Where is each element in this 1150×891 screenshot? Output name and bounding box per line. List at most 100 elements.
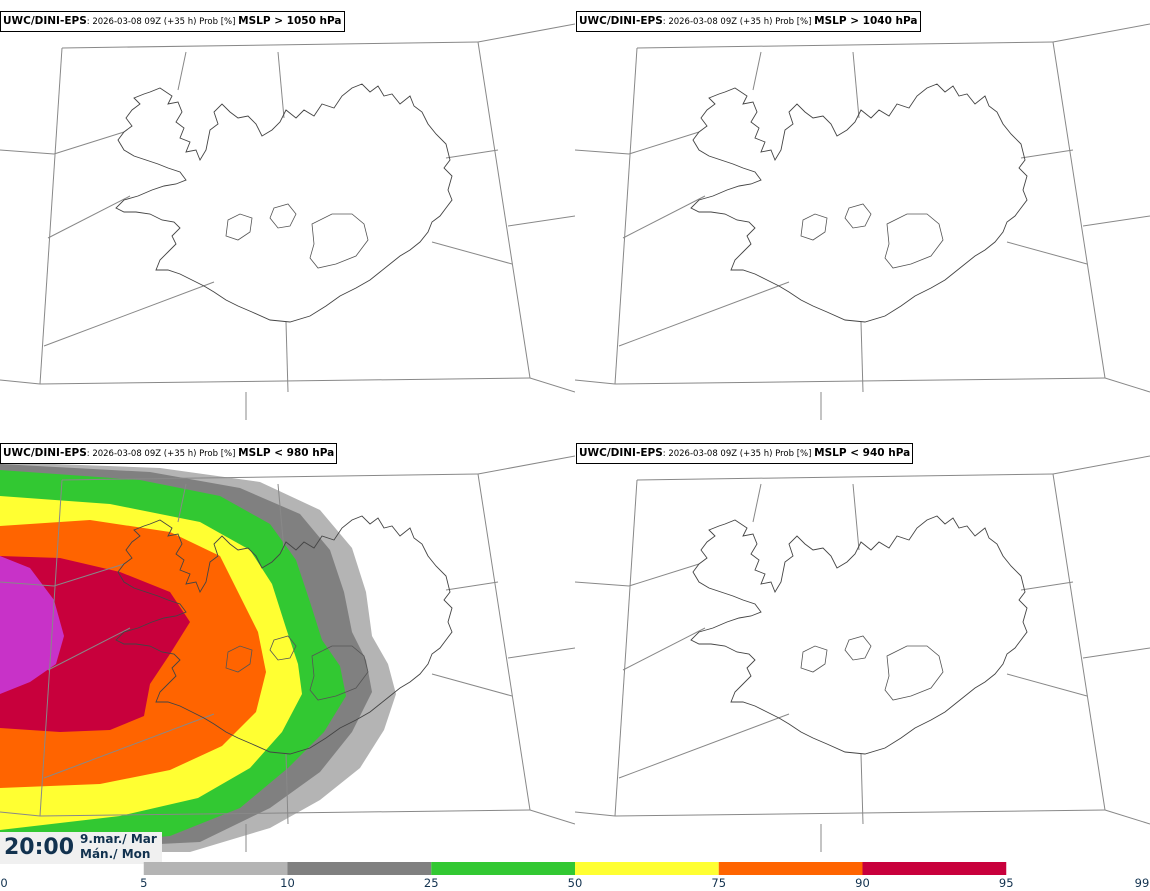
grid-line — [575, 581, 630, 587]
iceland-coastline — [690, 515, 1028, 755]
grid-line — [61, 473, 479, 481]
glacier-outline — [884, 213, 944, 269]
grid-line — [1006, 241, 1088, 265]
glacier-outline — [800, 645, 828, 673]
grid-line — [529, 377, 575, 393]
valid-weekday: Mán./ Mon — [80, 847, 151, 861]
grid-line — [477, 23, 575, 43]
grid-line — [1082, 647, 1150, 659]
grid-line — [1082, 215, 1150, 227]
grid-line — [614, 377, 1106, 385]
grid-line — [618, 281, 790, 347]
grid-line — [575, 811, 616, 817]
field-name: MSLP > 1050 hPa — [238, 15, 342, 27]
glacier-outline — [225, 645, 253, 673]
grid-line — [39, 47, 63, 385]
colorbar-swatch — [575, 862, 719, 875]
colorbar-swatch — [431, 862, 575, 875]
grid-line — [431, 241, 513, 265]
grid-line — [43, 713, 215, 779]
grid-line — [1104, 377, 1150, 393]
grid-line — [53, 563, 125, 587]
grid-line — [53, 131, 125, 155]
map-panel-980: UWC/DINI-EPS: 2026-03-08 09Z (+35 h) Pro… — [0, 432, 575, 852]
colorbar-tick-label: 90 — [855, 876, 870, 890]
field-name: MSLP < 940 hPa — [814, 447, 911, 459]
map-panel-940: UWC/DINI-EPS: 2026-03-08 09Z (+35 h) Pro… — [575, 432, 1150, 852]
glacier-outline — [844, 635, 872, 661]
grid-line — [614, 479, 638, 817]
grid-line — [1006, 673, 1088, 697]
valid-time: 20:00 — [4, 835, 75, 860]
grid-line — [477, 455, 575, 475]
glacier-outline — [269, 635, 297, 661]
grid-line — [636, 41, 1054, 49]
panel-title: UWC/DINI-EPS: 2026-03-08 09Z (+35 h) Pro… — [576, 11, 921, 32]
grid-line — [1052, 473, 1106, 811]
map-panel-1050: UWC/DINI-EPS: 2026-03-08 09Z (+35 h) Pro… — [0, 0, 575, 420]
grid-line — [0, 581, 55, 587]
run-info: : 2026-03-08 09Z (+35 h) Prob [%] — [662, 449, 815, 459]
panel-title: UWC/DINI-EPS: 2026-03-08 09Z (+35 h) Pro… — [0, 443, 338, 464]
field-name: MSLP > 1040 hPa — [814, 15, 918, 27]
map-canvas — [0, 23, 575, 420]
grid-line — [39, 377, 531, 385]
grid-line — [529, 809, 575, 825]
model-name: UWC/DINI-EPS — [3, 447, 87, 459]
run-info: : 2026-03-08 09Z (+35 h) Prob [%] — [86, 449, 239, 459]
colorbar-tick-label: 0 — [0, 876, 8, 890]
grid-line — [622, 195, 706, 239]
probability-area — [0, 556, 64, 694]
glacier-outline — [309, 645, 369, 701]
map-canvas — [0, 455, 575, 852]
glacier-outline — [225, 213, 253, 241]
glacier-outline — [844, 203, 872, 229]
valid-time-box: 20:00 9.mar./ Mar Mán./ Mon — [0, 832, 162, 864]
valid-date: 9.mar./ Mar — [80, 832, 157, 846]
iceland-coastline — [690, 83, 1028, 323]
grid-line — [431, 673, 513, 697]
grid-line — [285, 753, 289, 825]
grid-line — [1052, 23, 1150, 43]
grid-line — [575, 149, 630, 155]
grid-line — [507, 647, 575, 659]
grid-line — [43, 281, 215, 347]
colorbar-swatch — [862, 862, 1007, 875]
model-name: UWC/DINI-EPS — [579, 447, 663, 459]
run-info: : 2026-03-08 09Z (+35 h) Prob [%] — [662, 17, 815, 27]
grid-line — [852, 483, 860, 551]
grid-line — [860, 321, 864, 393]
panel-title: UWC/DINI-EPS: 2026-03-08 09Z (+35 h) Pro… — [576, 443, 914, 464]
grid-line — [852, 51, 860, 119]
colorbar: 0 5 10 25 50 75 90 95 99 — [0, 862, 1150, 891]
grid-line — [614, 809, 1106, 817]
colorbar-swatch — [718, 862, 863, 875]
colorbar-tick-label: 50 — [567, 876, 583, 890]
colorbar-tick-label: 5 — [140, 876, 148, 890]
grid-line — [1104, 809, 1150, 825]
grid-line — [477, 41, 531, 379]
grid-line — [1052, 41, 1106, 379]
grid-line — [618, 713, 790, 779]
colorbar-tick-label: 25 — [423, 876, 439, 890]
grid-line — [622, 627, 706, 671]
colorbar-swatches — [143, 862, 1007, 875]
grid-line — [177, 51, 187, 91]
iceland-coastline — [115, 515, 453, 755]
glacier-outline — [884, 645, 944, 701]
grid-line — [752, 51, 762, 91]
grid-line — [575, 379, 616, 385]
run-info: : 2026-03-08 09Z (+35 h) Prob [%] — [86, 17, 239, 27]
grid-line — [507, 215, 575, 227]
glacier-outline — [800, 213, 828, 241]
grid-line — [285, 321, 289, 393]
grid-line — [277, 483, 285, 551]
colorbar-tick-label: 99 — [1134, 876, 1150, 890]
glacier-outline — [269, 203, 297, 229]
colorbar-tick-label: 10 — [280, 876, 295, 890]
grid-line — [177, 483, 187, 523]
colorbar-swatch — [143, 862, 288, 875]
grid-line — [1020, 581, 1074, 591]
grid-line — [628, 563, 700, 587]
grid-line — [1020, 149, 1074, 159]
